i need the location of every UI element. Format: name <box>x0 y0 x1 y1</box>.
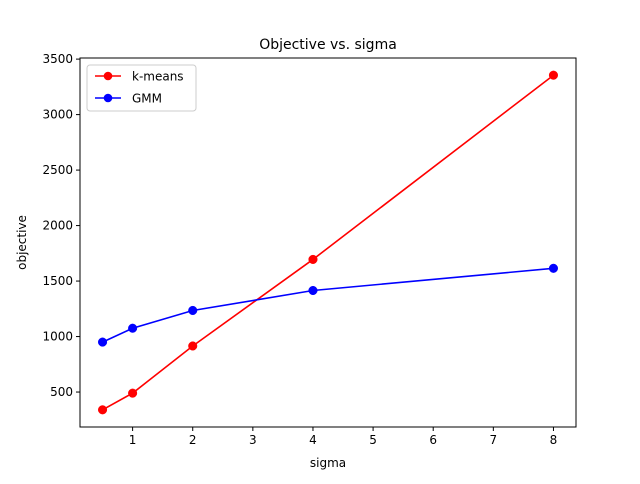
y-axis-label: objective <box>15 215 29 270</box>
x-tick-label: 1 <box>129 433 137 447</box>
axes-frame <box>79 57 577 428</box>
data-point-gmm <box>308 285 318 296</box>
y-tick-label: 3500 <box>42 52 73 66</box>
data-point-gmm <box>188 305 198 316</box>
legend-label-k-means: k-means <box>132 70 184 84</box>
y-tick-label: 3000 <box>42 108 73 122</box>
data-point-k-means <box>548 70 559 80</box>
series-layer <box>97 70 559 415</box>
data-point-k-means <box>308 254 318 264</box>
chart-title: Objective vs. sigma <box>259 37 397 53</box>
x-ticks: 1 2 3 4 5 6 7 8 <box>129 427 557 447</box>
x-tick-label: 6 <box>429 433 437 447</box>
y-tick-label: 1000 <box>42 330 73 344</box>
x-tick-label: 3 <box>249 433 257 447</box>
legend-marker-gmm <box>103 93 113 103</box>
x-tick-label: 2 <box>189 433 197 447</box>
x-tick-label: 5 <box>369 433 377 447</box>
data-point-gmm <box>128 323 138 333</box>
legend: k-means GMM <box>86 64 197 112</box>
y-ticks: 500 1000 1500 2000 2500 3000 3500 <box>42 52 80 399</box>
data-point-k-means <box>188 341 198 351</box>
data-point-gmm <box>548 263 559 273</box>
y-tick-label: 1500 <box>42 274 73 288</box>
x-tick-label: 8 <box>550 433 558 447</box>
legend-marker-k-means <box>103 71 113 81</box>
y-tick-label: 2000 <box>42 219 73 233</box>
x-tick-label: 7 <box>490 433 498 447</box>
data-point-gmm <box>97 337 108 347</box>
data-point-k-means <box>97 405 108 415</box>
data-point-k-means <box>128 388 138 398</box>
x-tick-label: 4 <box>309 433 317 447</box>
y-tick-label: 500 <box>50 385 73 399</box>
x-axis-label: sigma <box>310 456 346 470</box>
legend-label-gmm: GMM <box>132 92 162 106</box>
y-tick-label: 2500 <box>42 163 73 177</box>
